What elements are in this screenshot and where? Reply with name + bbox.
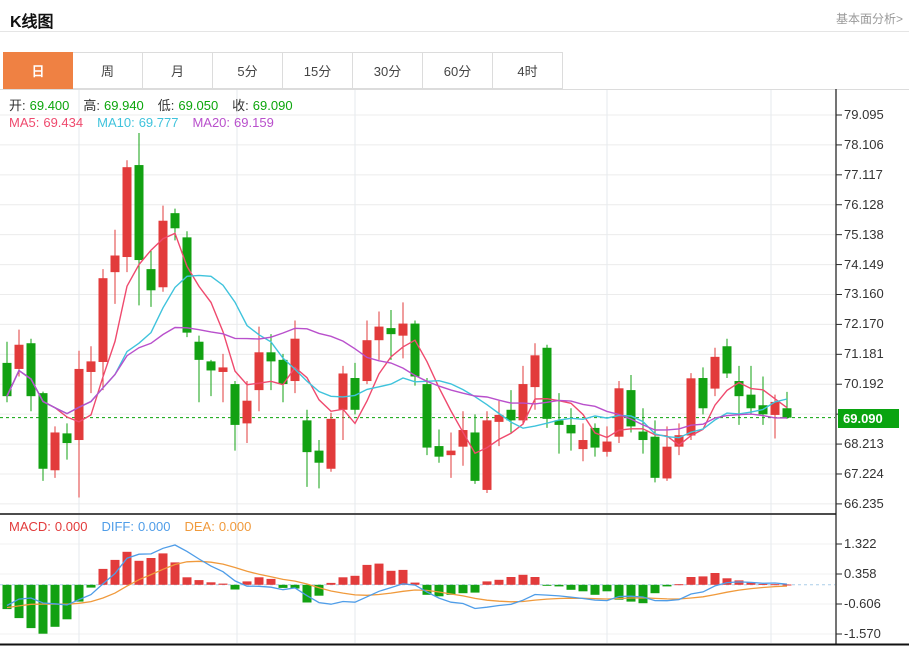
legend-value: 69.090 [252,98,293,113]
legend-value: 69.400 [29,98,70,113]
legend-label: MA10: [97,115,135,130]
macd-lines-layer [6,544,788,610]
main-y-tick-label: 79.095 [844,107,884,122]
tab-2-月[interactable]: 月 [143,52,213,89]
legend-value: 0.000 [54,519,88,534]
legend-label: MACD: [9,519,51,534]
ma10-line [6,274,788,439]
dea-line [6,560,788,609]
main-y-tick-label: 78.106 [844,136,884,152]
legend-value: 69.777 [138,115,179,130]
legend-label: 低: [157,98,175,113]
tab-0-日[interactable]: 日 [3,52,73,89]
legend-label: 高: [83,98,101,113]
macd-y-tick-label: 0.358 [844,566,877,581]
legend-label: DEA: [184,519,215,534]
legend-label: DIFF: [101,519,134,534]
legend-value: 69.159 [234,115,274,130]
main-y-tick-label: 75.138 [844,226,884,242]
legend-value: 69.050 [178,98,219,113]
tab-4-15分[interactable]: 15分 [283,52,353,89]
legend-label: MA5: [9,115,40,130]
legend-label: 开: [9,98,26,113]
main-y-tick-label: 68.213 [844,436,884,452]
main-y-tick-label: 74.149 [844,256,884,272]
ma-lines-layer [6,232,788,455]
main-y-tick-label: 66.235 [844,495,884,511]
tab-3-5分[interactable]: 5分 [213,52,283,89]
ohlc-legend: 开: 69.400 高: 69.940 低: 69.050 收: 69.090 [9,95,307,114]
tab-7-4时[interactable]: 4时 [493,52,563,89]
macd-y-tick-label: -1.570 [844,626,881,641]
main-y-tick-label: 76.128 [844,196,884,212]
fundamental-analysis-link[interactable]: 基本面分析> [835,12,903,26]
legend-value: 0.000 [137,519,171,534]
main-y-tick-label: 72.170 [844,316,884,332]
diff-line [6,544,788,610]
ma5-line [6,232,788,455]
macd-legend: MACD: 0.000 DIFF: 0.000 DEA: 0.000 [9,519,265,534]
legend-label: MA20: [192,115,231,130]
chart-top-border [0,89,909,90]
ma20-line [6,326,787,431]
macd-y-tick-label: 1.322 [844,536,877,551]
macd-bars-layer [2,551,792,634]
header-divider [0,31,909,32]
page-title: K线图 [10,14,54,31]
legend-value: 69.434 [43,115,84,130]
main-y-tick-label: 67.224 [844,465,884,481]
ma-legend: MA5: 69.434 MA10: 69.777 MA20: 69.159 [9,115,288,130]
timeframe-tabs: 日周月 5分 15分 30分 60分 4时 [3,52,563,89]
legend-label: 收: [232,98,249,113]
main-y-tick-label: 70.192 [844,376,884,392]
main-y-tick-label: 71.181 [844,346,884,362]
tab-5-30分[interactable]: 30分 [353,52,423,89]
legend-value: 69.940 [104,98,144,113]
axis-layer [0,89,909,646]
main-y-tick-label: 77.117 [844,166,883,182]
tab-1-周[interactable]: 周 [73,52,143,89]
current-price-badge: 69.090 [838,409,899,428]
main-y-tick-label: 73.160 [844,286,884,302]
legend-value: 0.000 [218,519,252,534]
macd-y-tick-label: -0.606 [844,596,881,611]
tab-6-60分[interactable]: 60分 [423,52,493,89]
